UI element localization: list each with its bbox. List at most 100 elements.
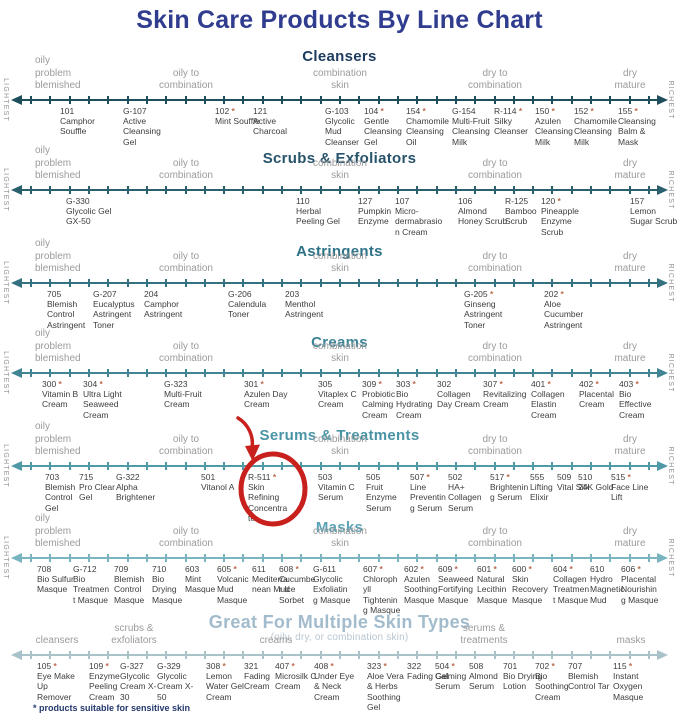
axis-tick xyxy=(68,651,71,659)
product-name: Pumpkin Enzyme xyxy=(358,206,392,227)
product-101: 101 Camphor Souffle xyxy=(60,106,108,137)
axis-tick xyxy=(416,369,419,377)
sensitive-star: * xyxy=(487,289,494,299)
product-name: Vitanol A xyxy=(201,482,235,493)
sensitive-star: * xyxy=(588,106,594,116)
product-109: 109 * Enzyme Peeling Cream xyxy=(89,661,131,702)
zone-line: oily to xyxy=(172,157,200,169)
axis-tick xyxy=(300,462,303,470)
sensitive-star: * xyxy=(381,661,387,671)
product-508: 508 Almond Serum xyxy=(469,661,511,692)
product-code: G-712 xyxy=(73,564,97,574)
axis-tick xyxy=(281,279,284,287)
product-609: 609 * Seaweed Fortifying Masque xyxy=(438,564,476,605)
axis-tick xyxy=(203,96,206,104)
axis-tick xyxy=(126,186,129,194)
axis-tick xyxy=(416,462,419,470)
product-611: 611 Mediterranean Mud xyxy=(252,564,290,595)
axis-tick xyxy=(358,369,361,377)
product-322: 322 Fading Gel xyxy=(407,661,449,681)
zone-line: cleansers xyxy=(35,634,79,646)
product-name: Active Charcoal xyxy=(253,116,288,137)
product-302: 302 Collagen Day Cream xyxy=(437,379,481,410)
axis-tick xyxy=(396,186,399,194)
product-code: 402 * xyxy=(579,379,599,389)
axis-tick xyxy=(49,96,52,104)
axis-tick xyxy=(223,462,226,470)
zone-line: combination xyxy=(313,250,367,262)
zone-line: combination xyxy=(468,537,522,549)
product-555: 555 Lifting Elixir xyxy=(530,472,570,503)
axis-tick xyxy=(49,186,52,194)
product-code: 701 xyxy=(503,661,518,671)
sensitive-star: * xyxy=(567,564,573,574)
axis-tick xyxy=(435,96,438,104)
product-name: Camphor Souffle xyxy=(60,116,95,137)
skin-zone-label: masks xyxy=(617,635,646,647)
product-115: 115 * Instant Oxygen Masque xyxy=(613,661,655,702)
product-code: G-330 xyxy=(66,196,90,206)
product-name: Bio Sulfur Masque xyxy=(37,574,74,595)
product-name: Bio Soothing Cream xyxy=(535,671,569,702)
axis-tick xyxy=(590,186,593,194)
axis-tick xyxy=(532,554,535,562)
richest-label: RICHEST xyxy=(667,80,674,120)
product-code: 401 * xyxy=(531,379,551,389)
axis-tick xyxy=(609,96,612,104)
product-name: Almond Honey Scrub xyxy=(458,206,508,227)
product-code: G-611 xyxy=(313,564,336,574)
product-code: 303 * xyxy=(396,379,416,389)
axis-arrow-left-icon xyxy=(11,553,22,563)
axis-tick xyxy=(68,186,71,194)
skin-zone-label: oily problem blemished xyxy=(35,421,81,458)
product-code: 408 * xyxy=(314,661,334,671)
zone-line: oily xyxy=(35,55,51,67)
axis-tick xyxy=(551,554,554,562)
axis-tick xyxy=(242,369,245,377)
axis-tick xyxy=(532,96,535,104)
axis-tick xyxy=(609,186,612,194)
skin-zone-label: oily to combination xyxy=(159,341,213,365)
product-name: Blemish Control Masque xyxy=(114,574,145,605)
product-705: 705 Blemish Control Astringent xyxy=(47,289,93,330)
product-code: 555 xyxy=(530,472,545,482)
zone-line: serums & xyxy=(462,622,506,634)
axis-tick xyxy=(493,369,496,377)
section-great-for-multiple-skin-types: Great For Multiple Skin Types (oily, dry,… xyxy=(0,595,679,712)
product-name: Instant Oxygen Masque xyxy=(613,671,644,702)
richest-label: RICHEST xyxy=(667,170,674,210)
axis-tick xyxy=(49,279,52,287)
zone-line: scrubs & xyxy=(114,622,154,634)
product-name: Chamomile Cleansing Oil xyxy=(406,116,449,147)
product-code: 308 * xyxy=(206,661,226,671)
axis-tick xyxy=(628,186,631,194)
product-name: Probiotic Calming Cream xyxy=(362,389,396,420)
product-102: 102 * Mint Souffle xyxy=(215,106,263,126)
sensitive-star: * xyxy=(420,106,426,116)
axis-tick xyxy=(474,96,477,104)
axis-tick xyxy=(223,651,226,659)
sensitive-star: * xyxy=(632,106,638,116)
product-code: 708 xyxy=(37,564,52,574)
product-code: R-511 * xyxy=(248,472,277,482)
section-creams: Creams oily problem blemished oily to combina… xyxy=(0,313,679,428)
product-name: Aloe Cucumber Astringent xyxy=(544,299,584,330)
axis-tick xyxy=(203,369,206,377)
axis-tick xyxy=(242,186,245,194)
axis-tick xyxy=(493,186,496,194)
product-code: 607 * xyxy=(363,564,383,574)
zone-line: problem xyxy=(35,433,72,445)
axis-tick xyxy=(358,651,361,659)
product-code: 307 * xyxy=(483,379,503,389)
product-name: Fading Cream xyxy=(244,671,270,692)
axis-tick xyxy=(396,369,399,377)
product-name: Mint Masque xyxy=(185,574,216,595)
sensitive-star: * xyxy=(504,472,510,482)
axis-tick xyxy=(628,651,631,659)
product-name: Fading Gel xyxy=(407,671,449,682)
sensitive-star: * xyxy=(491,564,497,574)
product-607: 607 * Chlorophyll Tightening Masque xyxy=(363,564,401,615)
axis-tick xyxy=(165,96,168,104)
product-504: 504 * Calming Serum xyxy=(435,661,477,692)
axis-tick xyxy=(68,96,71,104)
